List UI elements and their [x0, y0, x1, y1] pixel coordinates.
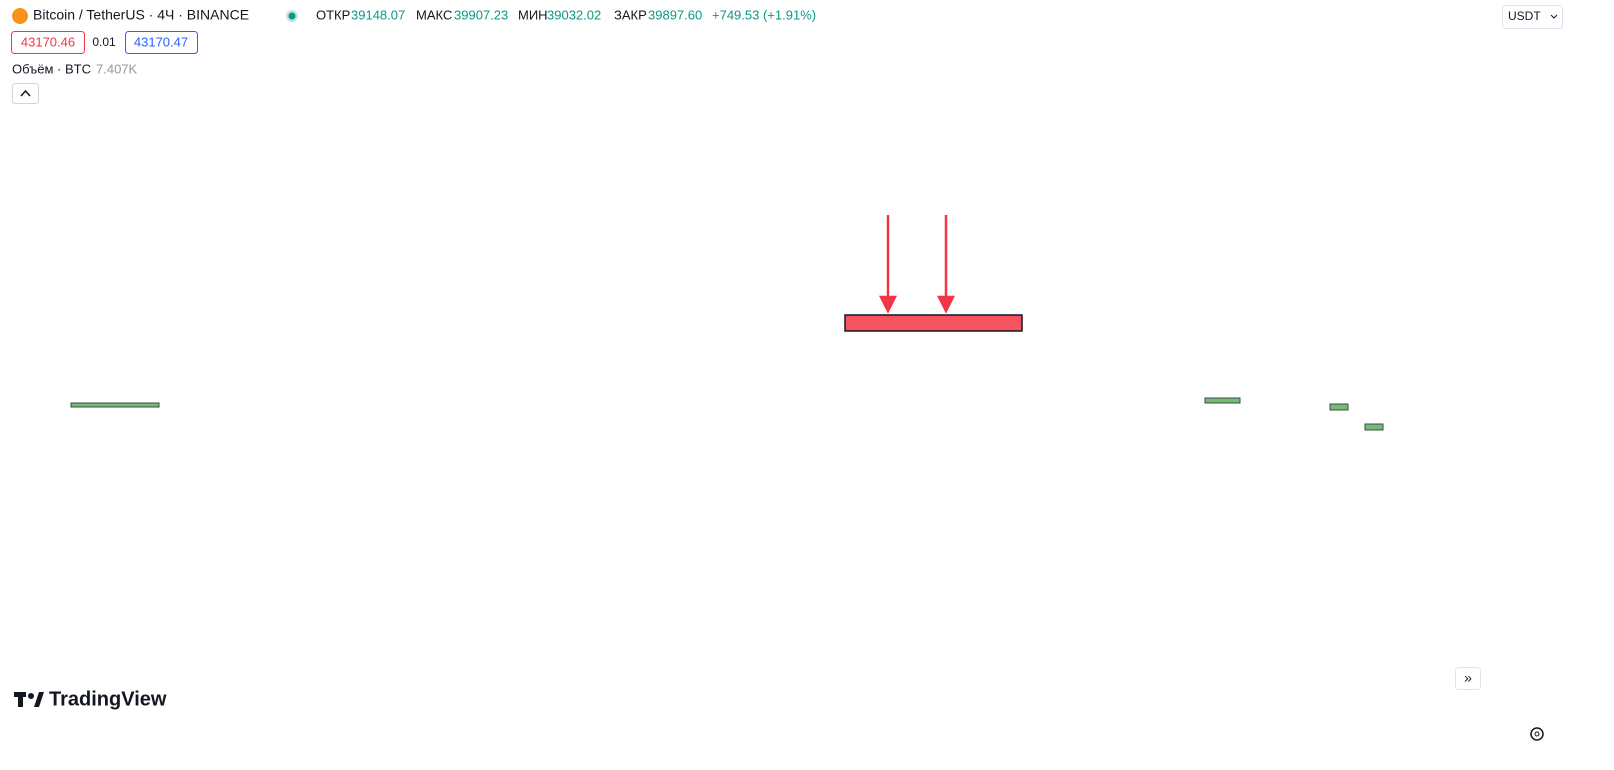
- collapse-icon: [20, 89, 31, 97]
- spread: 0.01: [92, 35, 116, 49]
- volume-title: Объём · BTC: [12, 61, 91, 76]
- settings-icon[interactable]: [1530, 727, 1544, 741]
- support-zone[interactable]: [1204, 397, 1241, 404]
- symbol-title[interactable]: Bitcoin / TetherUS · 4Ч · BINANCE: [33, 7, 249, 23]
- logo: TradingView: [14, 688, 167, 710]
- support-zone[interactable]: [70, 402, 160, 408]
- dropdown-icon: [1550, 14, 1558, 19]
- price-axis-bg: [1497, 0, 1614, 770]
- symbol-icon: [12, 8, 28, 24]
- settings-icon: [1534, 731, 1540, 737]
- buy-price[interactable]: 43170.47: [134, 34, 188, 49]
- collapse-button[interactable]: [12, 83, 39, 104]
- scroll-icon: »: [1464, 670, 1472, 686]
- currency[interactable]: USDT: [1508, 9, 1541, 23]
- close-value: 39897.60: [648, 7, 702, 22]
- high-value: 39907.23: [454, 7, 508, 22]
- close-label: ЗАКР: [614, 7, 647, 22]
- support-zone[interactable]: [1364, 423, 1384, 431]
- time-axis-bg: [0, 748, 1497, 770]
- support-zone[interactable]: [1329, 403, 1349, 411]
- change-value: +749.53 (+1.91%): [712, 7, 816, 22]
- resistance-zone[interactable]: [844, 314, 1023, 332]
- currency-button[interactable]: [1502, 5, 1563, 29]
- high-label: МАКС: [416, 7, 452, 22]
- status-dot: [288, 12, 296, 20]
- arrow[interactable]: [878, 215, 956, 314]
- scroll-button[interactable]: [1455, 667, 1481, 690]
- buy-button[interactable]: [125, 31, 198, 54]
- open-label: ОТКР: [316, 7, 350, 22]
- low-value: 39032.02: [547, 7, 601, 22]
- sell-price[interactable]: 43170.46: [21, 34, 75, 49]
- logo-text: TradingView: [49, 688, 167, 710]
- open-value: 39148.07: [351, 7, 405, 22]
- sell-button[interactable]: [11, 31, 85, 54]
- volume-value: 7.407K: [96, 61, 138, 76]
- low-label: МИН: [518, 7, 548, 22]
